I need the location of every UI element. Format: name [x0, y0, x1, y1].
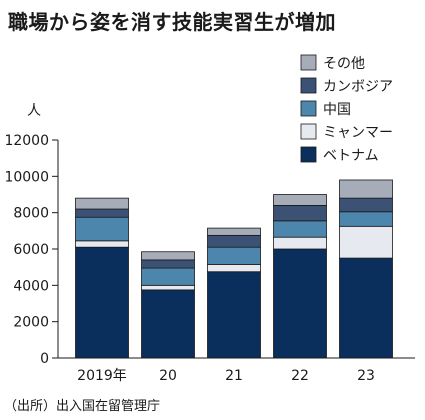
- bar-segment: [339, 257, 393, 359]
- bar-segment: [273, 236, 327, 250]
- bar-segment: [339, 211, 393, 227]
- bar-segment: [207, 234, 261, 248]
- y-tick-label: 0: [40, 351, 49, 367]
- x-tick-label: 2019年: [77, 368, 127, 384]
- bar-segment: [75, 216, 129, 242]
- bar-segment: [207, 264, 261, 273]
- y-tick-label: 8000: [13, 206, 49, 222]
- legend-label: ミャンマー: [323, 125, 393, 141]
- x-tick-label: 22: [291, 368, 309, 384]
- legend-swatch: [300, 77, 317, 94]
- bar-segment: [273, 248, 327, 359]
- y-tick-label: 12000: [4, 133, 49, 149]
- legend-swatch: [300, 100, 317, 117]
- y-tick-label: 6000: [13, 242, 49, 258]
- bar-segment: [273, 194, 327, 206]
- bar-segment: [339, 179, 393, 199]
- y-axis-label: 人: [27, 103, 41, 119]
- legend-label: 中国: [323, 102, 351, 118]
- bar-segment: [207, 246, 261, 265]
- x-tick-label: 20: [159, 368, 177, 384]
- legend-swatch: [300, 123, 317, 140]
- bar-segment: [75, 240, 129, 248]
- source-note: （出所）出入国在留管理庁: [4, 399, 160, 414]
- bar-segment: [207, 271, 261, 359]
- y-tick-label: 4000: [13, 278, 49, 294]
- legend-label: ベトナム: [323, 148, 379, 164]
- x-tick-label: 23: [357, 368, 375, 384]
- bar-segment: [75, 246, 129, 359]
- x-tick-label: 21: [225, 368, 243, 384]
- y-tick-label: 2000: [13, 315, 49, 331]
- bar-segment: [141, 289, 195, 359]
- bar-segment: [207, 227, 261, 236]
- legend-swatch: [300, 54, 317, 71]
- legend-label: カンボジア: [323, 79, 393, 95]
- bar-segment: [141, 267, 195, 286]
- bar-segment: [75, 208, 129, 218]
- legend-swatch: [300, 146, 317, 163]
- bar-segment: [273, 204, 327, 222]
- chart-title: 職場から姿を消す技能実習生が増加: [8, 10, 336, 34]
- bar-segment: [141, 259, 195, 269]
- bar-segment: [141, 251, 195, 261]
- bar-segment: [339, 225, 393, 259]
- bar-segment: [339, 197, 393, 213]
- bar-segment: [75, 197, 129, 210]
- bar-segment: [273, 220, 327, 238]
- bar-segment: [141, 284, 195, 291]
- y-tick-label: 10000: [4, 169, 49, 185]
- legend-label: その他: [323, 56, 365, 72]
